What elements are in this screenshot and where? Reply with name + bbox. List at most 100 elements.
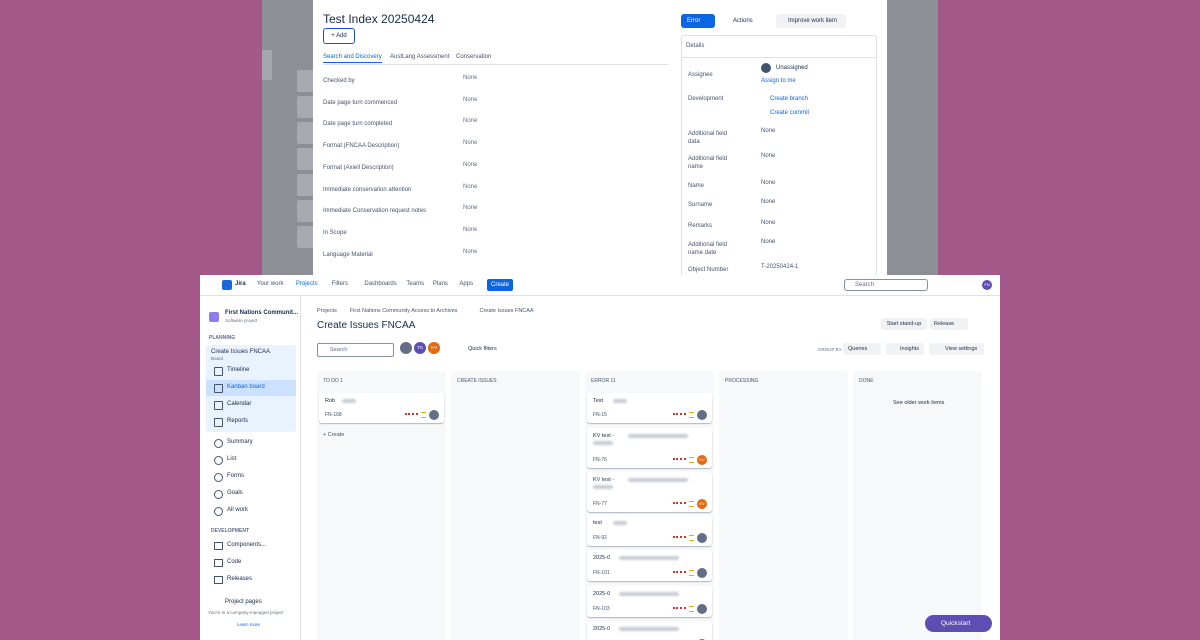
nav-item[interactable]: Plans [432,281,448,287]
breadcrumb-item[interactable]: Create Issues FNCAA [479,308,534,314]
priority-icon [689,501,694,507]
card-key[interactable]: FN-15 [593,412,607,418]
field-label: In Scope [323,229,347,236]
sidebar-item[interactable]: Forms [227,473,244,479]
branch-link[interactable]: Create branch [770,96,809,102]
front-window: Jira Your work Projects Filters Dashboards Te… [200,275,1000,640]
card[interactable]: test FN-92 [587,515,712,546]
details-rule [682,57,876,58]
card[interactable]: Test FN-15 [587,393,712,423]
user-avatar[interactable]: FN [982,280,992,290]
redacted-text [613,521,627,525]
actions-button[interactable]: Actions [733,18,753,24]
project-icon [209,312,219,322]
release-button[interactable]: Release [930,318,968,330]
sidebar-item[interactable]: Goals [227,490,243,496]
tab-rule [323,64,669,65]
card[interactable]: KV test - FN-76 KV [587,428,712,468]
card[interactable]: 2025-0 FN-103 [587,586,712,617]
priority-icon [689,412,694,418]
dev-item[interactable]: Code [227,559,242,565]
card[interactable]: KV test - FN-77 KV [587,472,712,512]
redacted-text [593,441,613,445]
planning-item[interactable]: Timeline [227,367,250,373]
filter-avatar[interactable]: TS [414,342,426,354]
filter-avatar[interactable]: KV [428,342,440,354]
view-settings-button[interactable]: View settings [929,343,984,355]
nav-item[interactable]: Apps [459,281,474,287]
nav-item[interactable]: Filters [331,281,349,287]
sidebar-item[interactable]: Summary [227,439,253,445]
jira-logo-mark [222,280,232,290]
search-box[interactable]: Search [844,279,928,291]
status-button[interactable]: Error [681,14,715,28]
nav-item[interactable]: Dashboards [364,281,397,287]
assign-link[interactable]: Assign to me [761,78,796,84]
improve-button[interactable]: Improve work item [776,14,846,28]
quickstart-button[interactable]: Quickstart [925,615,992,632]
planning-item[interactable]: Calendar [227,401,252,407]
breadcrumb-item[interactable]: Projects [317,308,337,314]
redacted-text [593,485,613,489]
create-link[interactable]: + Create [323,432,345,438]
page-title: Create Issues FNCAA [317,320,416,331]
column-header: PROCESSING [725,378,759,384]
card-key[interactable]: FN-101 [593,570,610,576]
nav-icon [214,384,223,393]
detail-label: Additional field name date [688,242,728,256]
standup-button[interactable]: Start stand-up [881,318,927,330]
pages-link[interactable]: Project pages [225,599,262,605]
card-title: Test [593,398,604,404]
priority-icon [689,457,694,463]
nav-item[interactable]: Teams [406,281,425,287]
nav-icon [214,401,223,410]
development-heading: DEVELOPMENT [211,528,250,534]
card[interactable]: 2025-0 FN-101 [587,550,712,581]
dev-item[interactable]: Components... [227,542,267,548]
nav-item[interactable]: Projects [295,281,318,287]
board-search[interactable]: Search [317,343,394,357]
field-label: Format (FNCAA Description) [323,143,400,150]
card-key[interactable]: FN-76 [593,457,607,463]
create-button[interactable]: Create [487,279,513,291]
planning-heading: PLANNING [209,335,236,341]
breadcrumb-item[interactable]: First Nations Community Access to Archiv… [349,308,458,314]
add-label: Add [336,33,347,39]
field-value: None [463,96,478,103]
tab[interactable]: Search and Discovery [323,54,382,63]
add-button[interactable]: + Add [323,28,355,44]
sidebar-item[interactable]: All work [227,507,249,513]
card[interactable]: Rob FN-168 [319,393,444,423]
older-link[interactable]: See older work items [893,400,945,406]
card-key[interactable]: FN-77 [593,501,607,507]
card-key[interactable]: FN-103 [593,606,610,612]
planning-item[interactable]: Kanban board [227,384,265,390]
planning-item[interactable]: Reports [227,418,249,424]
learn-more[interactable]: Learn more [237,622,261,627]
tab[interactable]: AustLang Assessment [390,54,450,60]
redacted-text [619,556,679,560]
main: Projects First Nations Community Access t… [301,296,1000,640]
avatar-icon [761,63,771,73]
column-header: ERROR 11 [591,378,616,384]
queries-button[interactable]: Queries [843,343,881,355]
priority-icon [689,606,694,612]
field-label: Date page turn commenced [323,99,398,106]
insights-button[interactable]: Insights [886,343,924,355]
board-name[interactable]: Create Issues FNCAA [211,349,271,355]
dev-item[interactable]: Releases [227,576,253,582]
quick-filters[interactable]: Quick filters [468,346,497,352]
card[interactable]: 2025-0FN-110 [587,621,712,640]
modal-title: Test Index 20250424 [323,12,435,26]
tab[interactable]: Conservation [456,54,492,60]
detail-value: T-20250424-1 [761,264,799,270]
card-key[interactable]: FN-168 [325,412,342,418]
field-value: None [463,118,478,125]
detail-value: None [761,199,776,205]
card-key[interactable]: FN-92 [593,535,607,541]
commit-link[interactable]: Create commit [770,110,810,116]
nav-item[interactable]: Your work [257,281,284,287]
detail-value: None [761,153,776,159]
sidebar-item[interactable]: List [227,456,237,462]
